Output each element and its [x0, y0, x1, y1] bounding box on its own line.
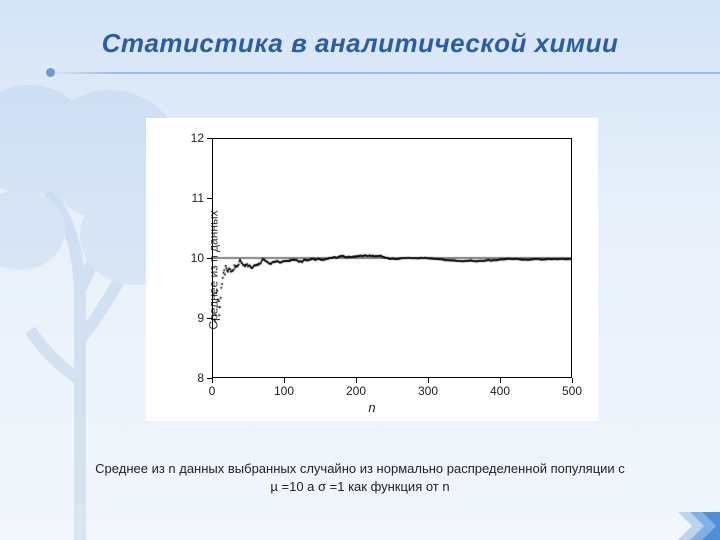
xtick-label: 0	[209, 384, 216, 398]
xtick-label: 400	[490, 384, 510, 398]
ytick-label: 10	[176, 251, 204, 265]
chart-figure: Среднее из n данных 12 11 10 9 8 0 100 2…	[146, 118, 598, 421]
xtick-label: 100	[274, 384, 294, 398]
xtick-label: 300	[418, 384, 438, 398]
figure-caption: Среднее из n данных выбранных случайно и…	[90, 460, 630, 495]
xtick	[572, 378, 573, 383]
corner-chevron-icon	[678, 512, 720, 540]
plot-area: 12 11 10 9 8 0 100 200 300 400 500	[212, 138, 572, 378]
scatter-canvas	[212, 138, 572, 378]
ytick-label: 11	[176, 191, 204, 205]
ytick-label: 9	[176, 311, 204, 325]
slide-title: Статистика в аналитической химии	[0, 28, 720, 59]
x-axis-label: n	[146, 400, 598, 415]
title-underline	[50, 72, 720, 74]
ytick-label: 8	[176, 371, 204, 385]
ytick-label: 12	[176, 131, 204, 145]
title-underline-dot	[46, 68, 55, 77]
xtick-label: 200	[346, 384, 366, 398]
xtick-label: 500	[562, 384, 582, 398]
